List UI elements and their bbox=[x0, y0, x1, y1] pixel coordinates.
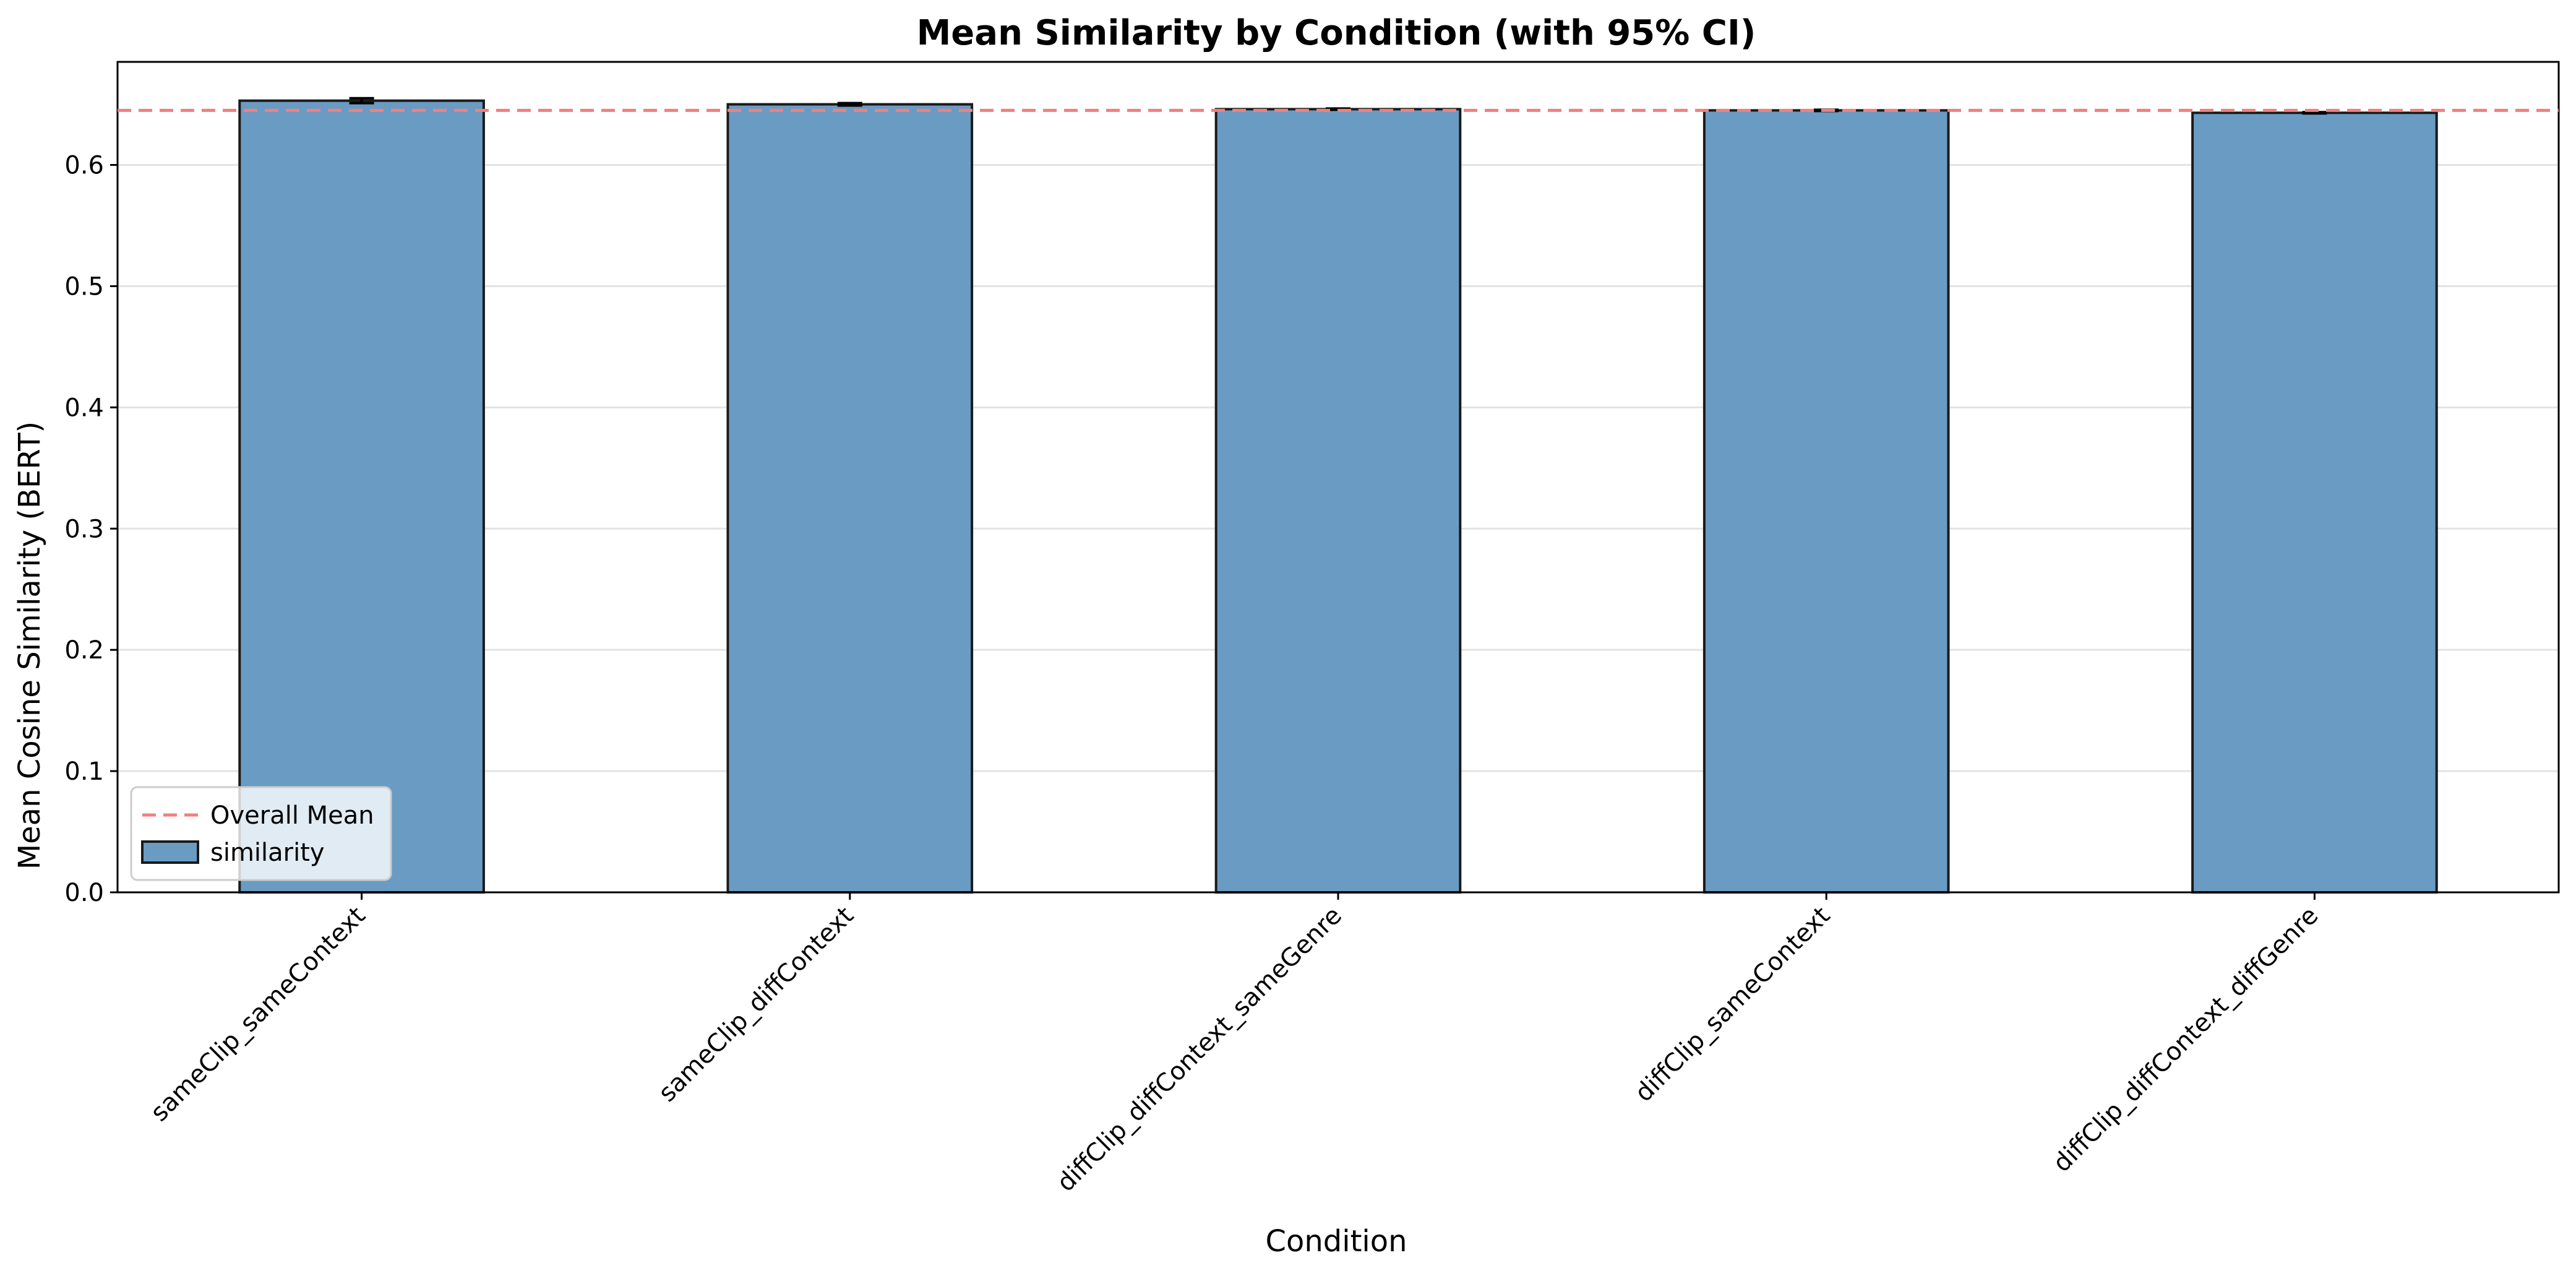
bars bbox=[238, 99, 2438, 894]
bar bbox=[1214, 108, 1462, 894]
x-tick-label: sameClip_sameContext bbox=[145, 902, 371, 1127]
y-tick-label: 0.1 bbox=[64, 757, 104, 786]
y-tick-label: 0.6 bbox=[64, 152, 104, 180]
x-tick-label: sameClip_diffContext bbox=[653, 902, 859, 1108]
chart-title: Mean Similarity by Condition (with 95% C… bbox=[917, 13, 1756, 53]
x-tick-label: diffClip_sameContext bbox=[1629, 902, 1835, 1108]
legend-swatch-similarity bbox=[141, 840, 199, 864]
y-tick-label: 0.4 bbox=[64, 394, 104, 422]
legend-label-overall-mean: Overall Mean bbox=[210, 801, 374, 830]
y-tick-label: 0.0 bbox=[64, 879, 104, 907]
plot-frame bbox=[116, 61, 2560, 894]
y-tick-label: 0.5 bbox=[64, 272, 104, 301]
bar bbox=[1702, 109, 1950, 894]
bar bbox=[2191, 111, 2438, 894]
bar bbox=[726, 103, 974, 894]
legend-label-similarity: similarity bbox=[210, 838, 325, 867]
y-axis-title: Mean Cosine Similarity (BERT) bbox=[12, 421, 47, 870]
y-tick-label: 0.2 bbox=[64, 636, 104, 665]
x-axis-title: Condition bbox=[1265, 1224, 1407, 1259]
x-tick-label: diffClip_diffContext_sameGenre bbox=[1052, 902, 1347, 1197]
bar bbox=[238, 99, 485, 894]
x-tick-label: diffClip_diffContext_diffGenre bbox=[2048, 902, 2324, 1178]
legend: Overall Mean similarity bbox=[130, 786, 392, 881]
y-tick-label: 0.3 bbox=[64, 515, 104, 543]
